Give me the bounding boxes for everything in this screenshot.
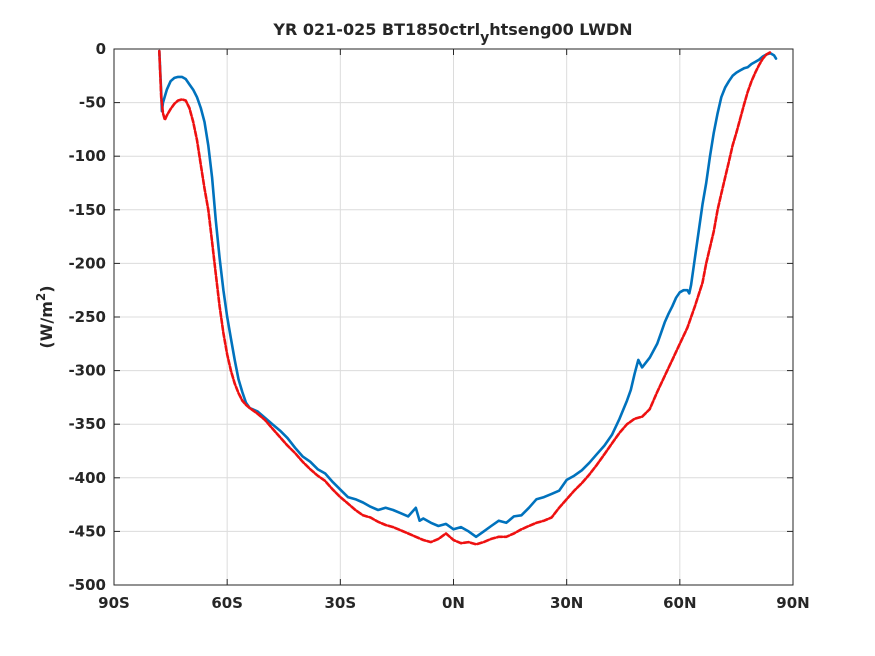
x-tick-label: 90S <box>98 594 130 612</box>
y-tick-label: 0 <box>96 40 106 58</box>
y-tick-label: -250 <box>68 308 106 326</box>
chart-title-subscript: y <box>480 30 489 46</box>
y-tick-label: -300 <box>68 362 106 380</box>
chart-title-main: YR 021-025 BT1850ctrl <box>272 20 480 39</box>
y-axis-label: (W/m2) <box>34 285 56 348</box>
y-axis-label-prefix: (W/m <box>37 301 56 348</box>
y-tick-label: -500 <box>68 576 106 594</box>
x-tick-label: 60S <box>211 594 243 612</box>
chart-title: YR 021-025 BT1850ctrlyhtseng00 LWDN <box>272 20 632 46</box>
series-layer <box>158 49 778 546</box>
x-tick-label: 30N <box>550 594 583 612</box>
y-tick-label: -100 <box>68 147 106 165</box>
y-tick-label: -350 <box>68 415 106 433</box>
y-tick-label: -200 <box>68 254 106 272</box>
y-tick-label: -150 <box>68 201 106 219</box>
x-tick-label: 0N <box>442 594 465 612</box>
series-line-2 <box>158 49 772 546</box>
y-axis-label-sup: 2 <box>34 293 48 301</box>
y-tick-label: -50 <box>79 94 106 112</box>
tick-layer: 90S 60S 30S 0N 30N 60N 90N 0 -50 -100 -150 -200 -250… <box>68 40 809 612</box>
x-tick-label: 90N <box>776 594 809 612</box>
x-tick-label: 30S <box>324 594 356 612</box>
x-tick-label: 60N <box>663 594 696 612</box>
y-tick-label: -450 <box>68 522 106 540</box>
series-line-1 <box>158 49 778 539</box>
chart-title-suffix: htseng00 LWDN <box>489 20 632 39</box>
y-axis-label-suffix: ) <box>37 285 56 292</box>
y-tick-label: -400 <box>68 469 106 487</box>
